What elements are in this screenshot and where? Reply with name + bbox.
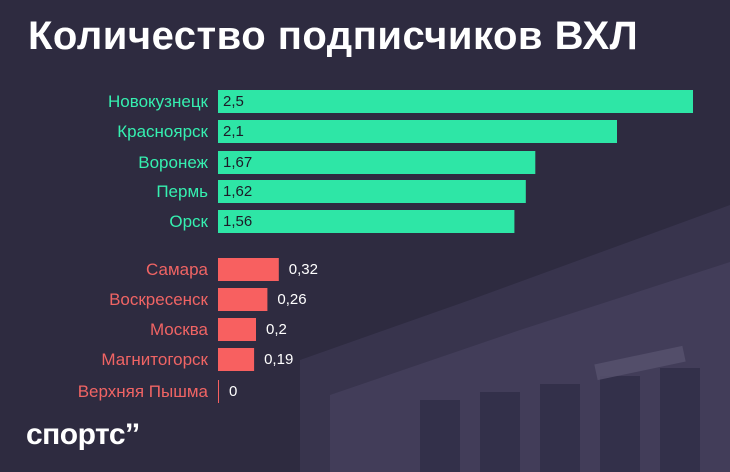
value-label-0: 2,5 (223, 93, 244, 110)
value-label-2: 1,67 (223, 154, 252, 171)
bar-7 (218, 318, 256, 341)
bar-3 (218, 180, 526, 203)
value-label-3: 1,62 (223, 183, 252, 200)
category-label-1: Красноярск (117, 122, 208, 141)
category-label-6: Воскресенск (109, 290, 208, 309)
category-label-2: Воронеж (138, 153, 208, 172)
category-label-4: Орск (169, 212, 208, 231)
value-label-6: 0,26 (277, 291, 306, 308)
bar-5 (218, 258, 279, 281)
chart-title: Количество подписчиков ВХЛ (28, 14, 639, 58)
category-label-5: Самара (146, 260, 209, 279)
bar-8 (218, 348, 255, 371)
category-label-7: Москва (150, 320, 209, 339)
value-label-9: 0 (229, 383, 237, 400)
sports-logo: спортс’’ (26, 418, 140, 451)
bar-9 (218, 380, 219, 403)
category-label-9: Верхняя Пышма (78, 382, 209, 401)
bar-1 (218, 120, 617, 143)
bar-2 (218, 151, 536, 174)
value-label-4: 1,56 (223, 213, 252, 230)
value-label-1: 2,1 (223, 123, 244, 140)
value-label-8: 0,19 (264, 351, 293, 368)
bar-4 (218, 210, 515, 233)
category-label-0: Новокузнецк (108, 92, 209, 111)
value-label-5: 0,32 (289, 261, 318, 278)
bar-6 (218, 288, 268, 311)
bar-0 (218, 90, 693, 113)
value-label-7: 0,2 (266, 321, 287, 338)
category-label-8: Магнитогорск (101, 350, 208, 369)
category-label-3: Пермь (156, 182, 208, 201)
